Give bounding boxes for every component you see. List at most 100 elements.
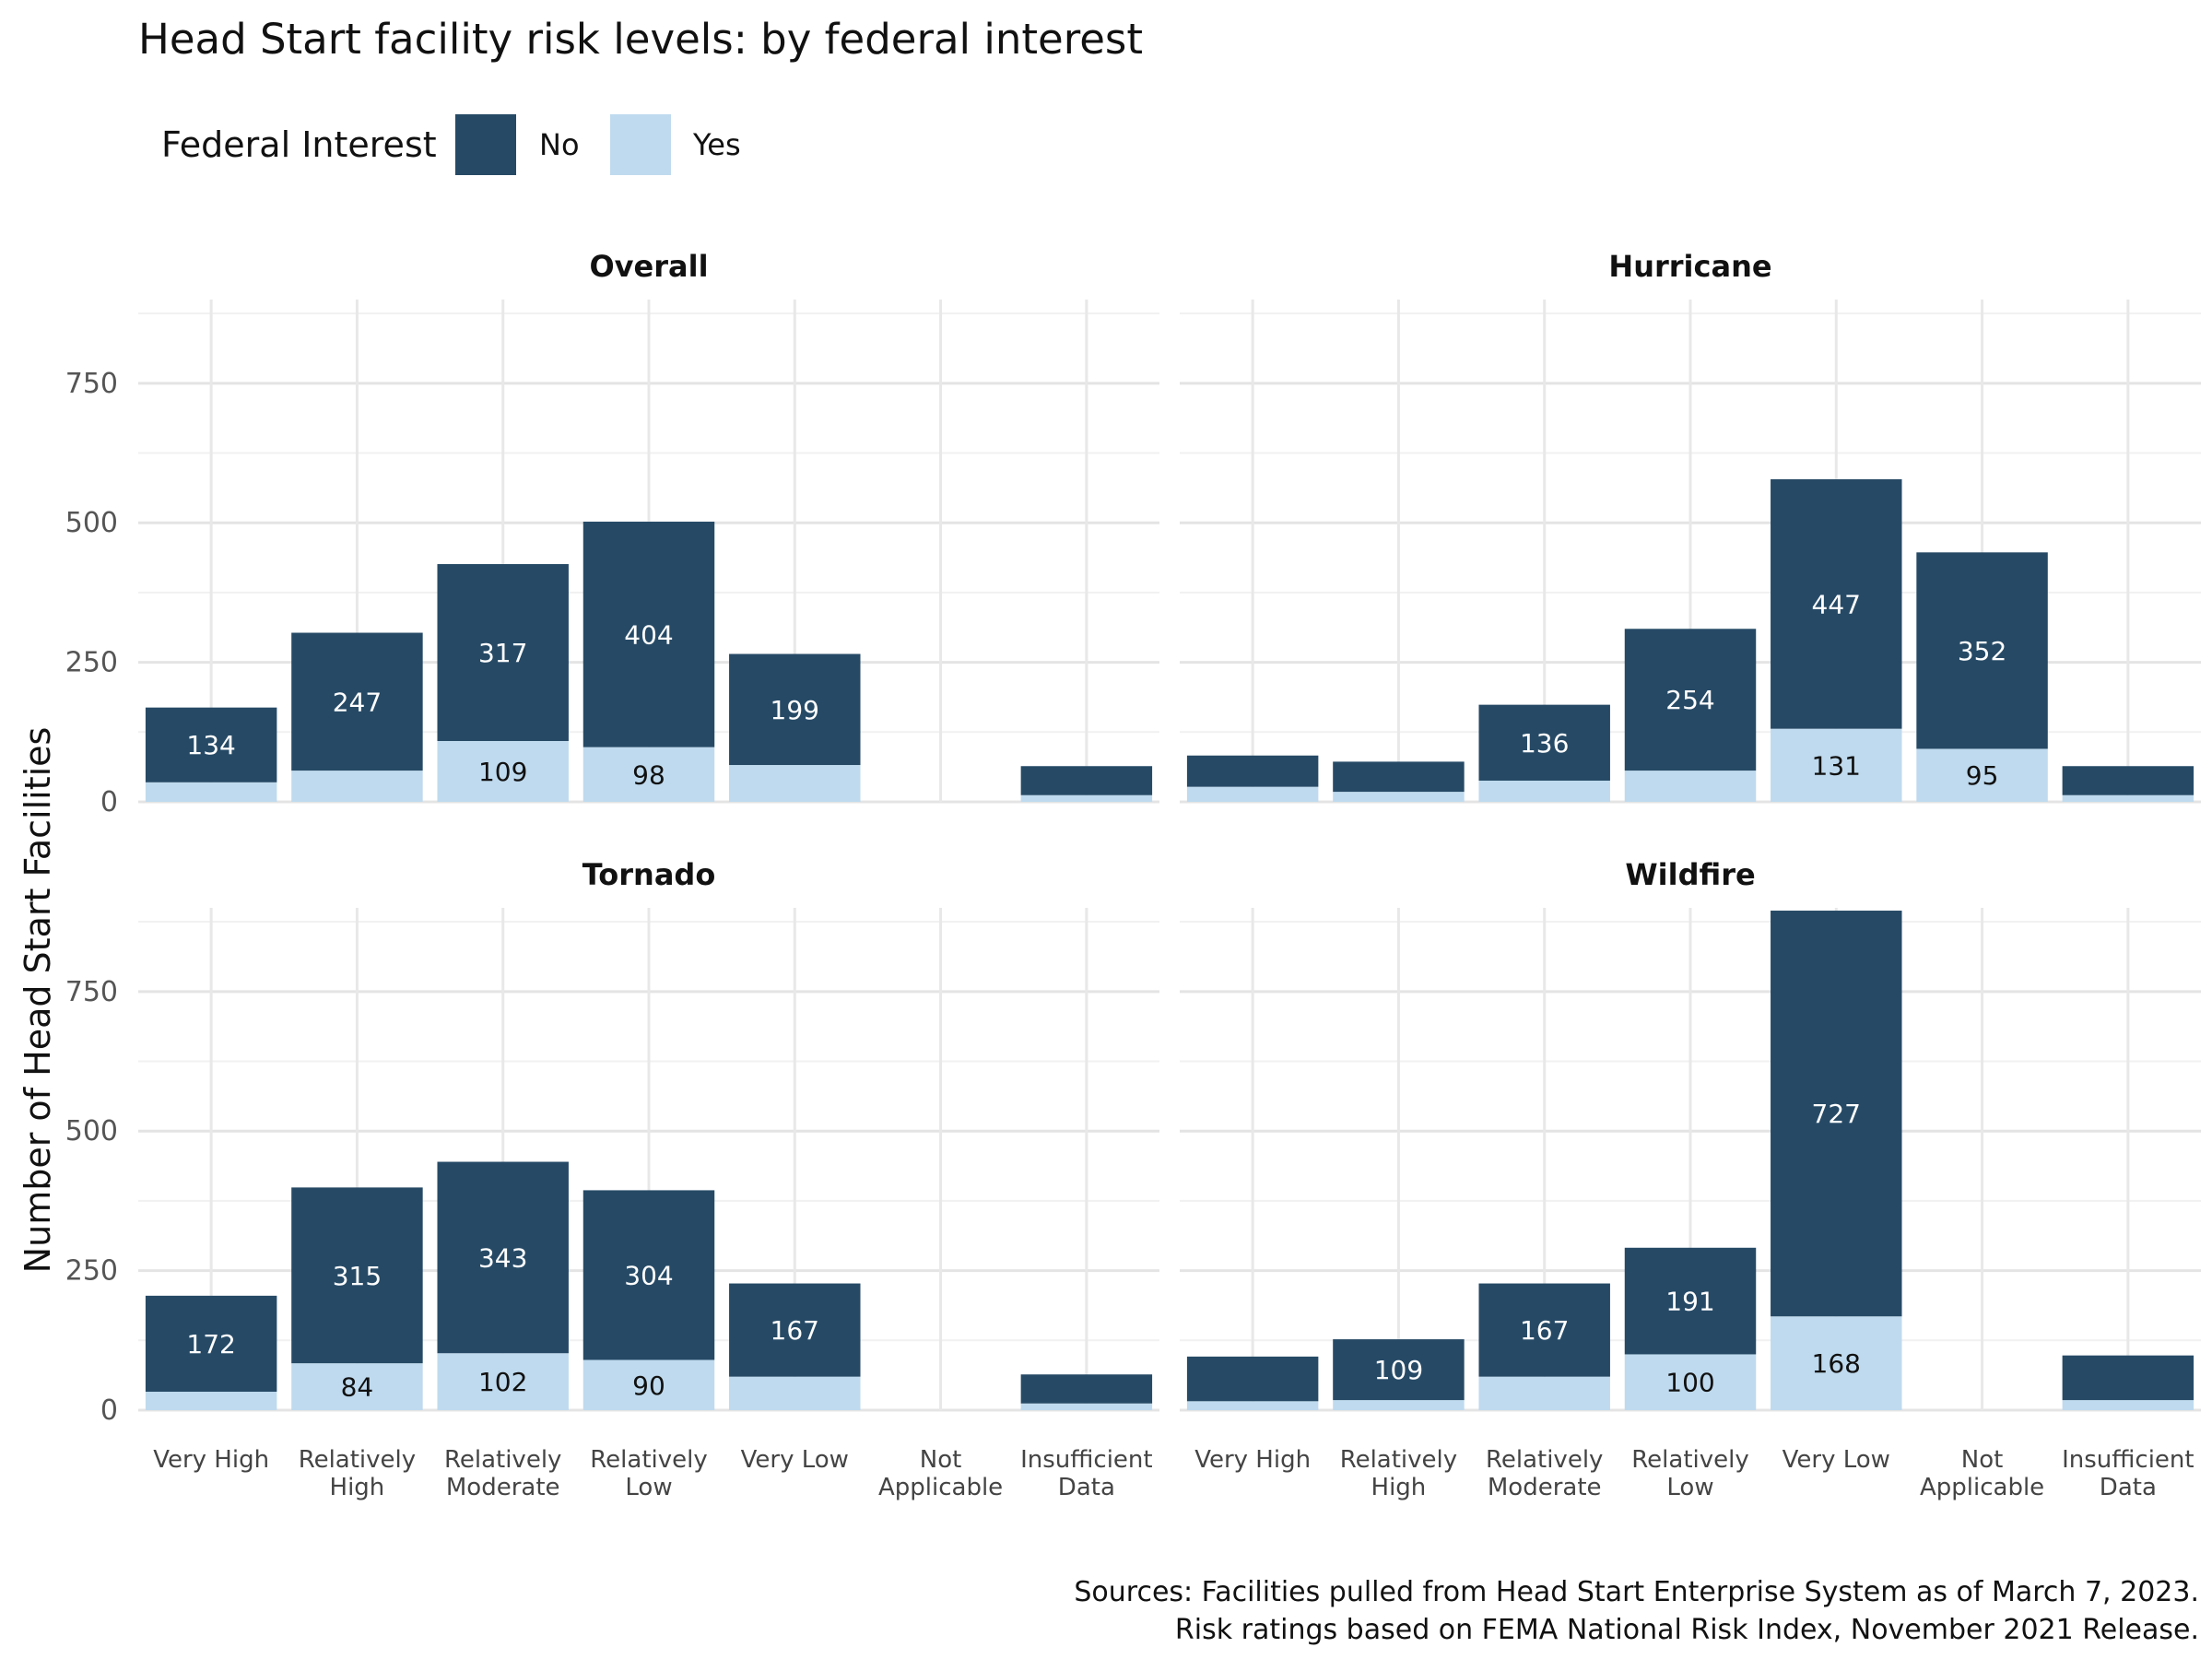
bar-no-wildfire-insufficient-data: [2062, 1355, 2194, 1401]
bar-no-hurricane-insufficient-data: [2062, 766, 2194, 795]
bar-label-no-tornado-relatively-moderate: 343: [478, 1242, 527, 1273]
panel-title-overall: Overall: [589, 249, 708, 284]
x-tick-label: Relatively High: [1340, 1446, 1457, 1501]
bar-no-overall-very-high: [145, 707, 277, 782]
bar-label-no-tornado-very-low: 167: [771, 1315, 819, 1346]
bar-yes-wildfire-very-low: [1771, 1316, 1902, 1410]
facet-panels: Overall 0 250 500 750 134 247 109 317 98 404 199 Hur…: [65, 249, 2201, 1501]
bar-label-yes-overall-relatively-moderate: 109: [478, 757, 527, 787]
bar-yes-overall-relatively-moderate: [437, 740, 569, 802]
bar-yes-overall-relatively-high: [291, 771, 423, 802]
bar-yes-overall-very-low: [729, 765, 861, 802]
bar-yes-hurricane-very-high: [1186, 786, 1319, 802]
bar-yes-overall-very-high: [145, 782, 277, 802]
bar-label-yes-hurricane-very-low: 131: [1812, 750, 1861, 781]
bar-label-no-wildfire-very-low: 727: [1812, 1099, 1861, 1129]
bar-yes-hurricane-not-applicable: [1916, 748, 2048, 802]
bar-no-overall-insufficient-data: [1020, 766, 1153, 795]
bar-label-yes-tornado-relatively-high: 84: [341, 1372, 374, 1403]
bar-no-wildfire-relatively-moderate: [1478, 1283, 1610, 1377]
y-axis-label: Number of Head Start Facilities: [18, 727, 58, 1274]
bar-no-tornado-very-low: [729, 1283, 861, 1377]
bar-yes-tornado-very-high: [145, 1392, 277, 1410]
bar-label-no-tornado-very-high: 172: [186, 1329, 235, 1359]
panel-tornado: Tornado 0 250 500 750 172 84 315 102 343 90 304 167 V…: [65, 857, 1159, 1501]
bar-yes-wildfire-very-high: [1186, 1401, 1319, 1410]
bar-no-tornado-relatively-high: [291, 1187, 423, 1364]
bar-yes-hurricane-relatively-moderate: [1478, 780, 1610, 802]
panel-title-tornado: Tornado: [582, 857, 716, 892]
bar-yes-tornado-very-low: [729, 1376, 861, 1410]
panel-overall: Overall 0 250 500 750 134 247 109 317 98 404 199: [65, 249, 1159, 818]
bar-yes-hurricane-relatively-high: [1333, 792, 1465, 802]
bar-label-no-wildfire-relatively-moderate: 167: [1520, 1315, 1569, 1346]
y-tick-label: 500: [65, 1115, 118, 1147]
bar-no-wildfire-very-high: [1186, 1356, 1319, 1402]
bar-yes-hurricane-insufficient-data: [2062, 794, 2194, 802]
x-tick-label: Insufficient Data: [1020, 1446, 1153, 1501]
panel-hurricane: Hurricane 136 254 131 447 95 352: [1180, 249, 2201, 804]
bar-yes-overall-relatively-low: [582, 747, 715, 802]
legend-title: Federal Interest: [161, 124, 437, 165]
bar-label-yes-wildfire-very-low: 168: [1812, 1348, 1861, 1379]
bar-no-hurricane-very-high: [1186, 755, 1319, 787]
x-tick-label: Relatively Low: [1631, 1446, 1748, 1501]
x-tick-label: Not Applicable: [1920, 1446, 2044, 1501]
bar-no-overall-relatively-high: [291, 632, 423, 771]
bar-label-no-hurricane-relatively-low: 254: [1665, 685, 1714, 715]
bar-label-no-wildfire-relatively-low: 191: [1665, 1287, 1714, 1317]
bar-no-wildfire-relatively-high: [1333, 1339, 1465, 1401]
y-tick-label: 0: [100, 1394, 118, 1427]
bar-label-no-hurricane-very-low: 447: [1812, 589, 1861, 619]
caption-line-1: Sources: Facilities pulled from Head Sta…: [1074, 1576, 2199, 1608]
bar-label-no-overall-very-high: 134: [186, 730, 235, 760]
bar-label-no-overall-relatively-low: 404: [624, 619, 673, 650]
y-tick-label: 500: [65, 507, 118, 539]
bar-label-no-hurricane-not-applicable: 352: [1958, 636, 2006, 666]
x-tick-label: Relatively High: [299, 1446, 416, 1501]
bar-label-no-tornado-relatively-high: 315: [333, 1261, 382, 1291]
bar-no-tornado-very-high: [145, 1295, 277, 1393]
bar-label-yes-tornado-relatively-low: 90: [632, 1371, 665, 1401]
x-tick-label: Very High: [153, 1446, 269, 1474]
bar-yes-tornado-relatively-high: [291, 1363, 423, 1410]
bar-label-no-tornado-relatively-low: 304: [624, 1260, 673, 1290]
x-tick-label: Very Low: [1783, 1446, 1890, 1474]
bar-no-overall-very-low: [729, 653, 861, 766]
y-tick-label: 0: [100, 786, 118, 818]
x-tick-label: Very High: [1194, 1446, 1311, 1474]
bar-label-yes-tornado-relatively-moderate: 102: [478, 1367, 527, 1397]
bar-no-wildfire-very-low: [1771, 911, 1902, 1317]
bar-no-tornado-insufficient-data: [1020, 1374, 1153, 1404]
chart-title: Head Start facility risk levels: by fede…: [138, 15, 1143, 64]
bar-no-hurricane-not-applicable: [1916, 552, 2048, 749]
bar-yes-tornado-insufficient-data: [1020, 1403, 1153, 1410]
y-tick-label: 750: [65, 976, 118, 1008]
bar-label-yes-overall-relatively-low: 98: [632, 759, 665, 790]
bar-no-overall-relatively-low: [582, 522, 715, 747]
bar-yes-tornado-relatively-moderate: [437, 1353, 569, 1410]
bar-yes-overall-insufficient-data: [1020, 794, 1153, 802]
y-tick-label: 250: [65, 1255, 118, 1288]
bar-no-hurricane-relatively-high: [1333, 761, 1465, 793]
bar-yes-tornado-relatively-low: [582, 1359, 715, 1410]
bar-yes-hurricane-relatively-low: [1624, 771, 1757, 802]
panel-title-wildfire: Wildfire: [1625, 857, 1755, 892]
x-tick-label: Relatively Low: [590, 1446, 707, 1501]
bar-no-hurricane-very-low: [1771, 478, 1902, 729]
y-tick-label: 750: [65, 368, 118, 400]
caption-line-2: Risk ratings based on FEMA National Risk…: [1175, 1614, 2199, 1646]
bar-label-yes-hurricane-not-applicable: 95: [1966, 760, 1999, 791]
legend-label-no: No: [539, 127, 580, 162]
bar-yes-wildfire-insufficient-data: [2062, 1400, 2194, 1410]
bar-no-wildfire-relatively-low: [1624, 1247, 1757, 1355]
bar-yes-wildfire-relatively-moderate: [1478, 1376, 1610, 1410]
bar-label-no-wildfire-relatively-high: 109: [1374, 1355, 1423, 1385]
x-tick-label: Insufficient Data: [2062, 1446, 2194, 1501]
bar-no-hurricane-relatively-low: [1624, 629, 1757, 771]
x-tick-label: Not Applicable: [878, 1446, 1003, 1501]
bar-yes-wildfire-relatively-high: [1333, 1400, 1465, 1410]
panel-wildfire: Wildfire 109 167 100 191 168 727 Very High Relat…: [1180, 857, 2201, 1501]
bar-label-no-overall-relatively-high: 247: [333, 687, 382, 717]
